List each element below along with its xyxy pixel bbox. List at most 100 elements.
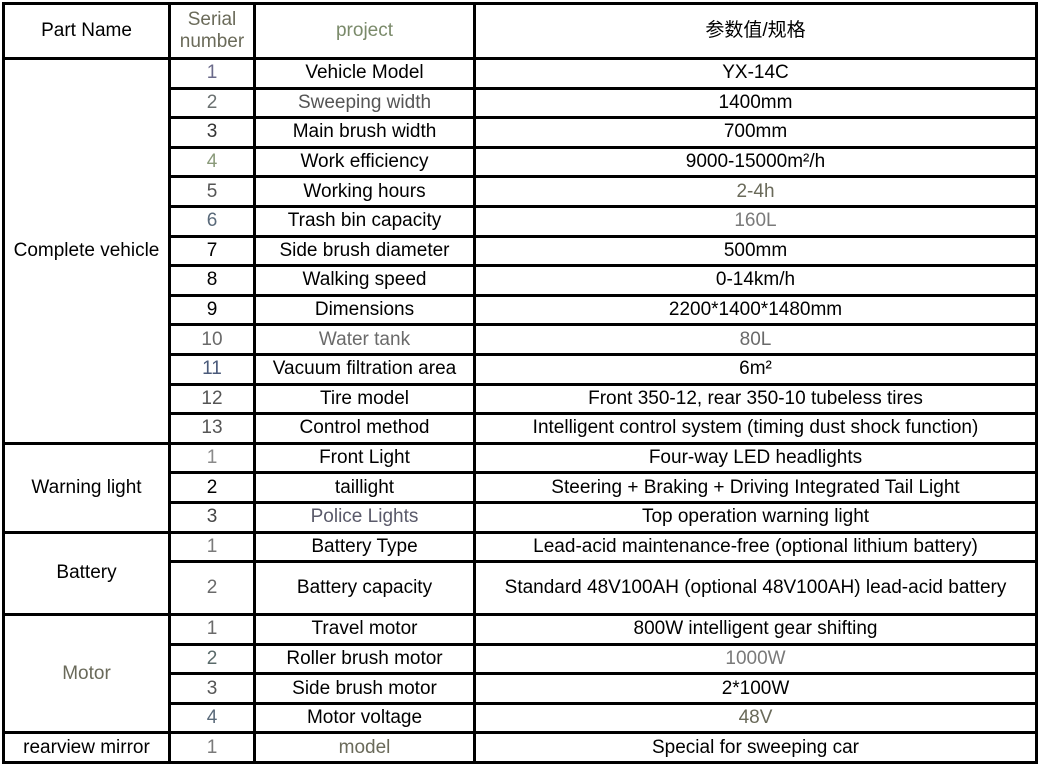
- project-cell: Trash bin capacity: [253, 204, 476, 238]
- serial-number-cell: 3: [168, 500, 256, 534]
- project-cell: Front Light: [253, 441, 476, 475]
- value-cell: 1400mm: [473, 86, 1038, 120]
- table-row: 3 Main brush width 700mm: [4, 116, 1038, 149]
- value-cell: Standard 48V100AH (optional 48V100AH) le…: [473, 560, 1038, 617]
- serial-number-cell: 3: [168, 672, 256, 705]
- header-serial-number: Serial number: [168, 2, 256, 60]
- serial-number-cell: 1: [168, 530, 256, 564]
- header-row: Part Name Serial number project 参数值/规格: [2, 2, 1038, 60]
- table-row: 10 Water tank 80L: [4, 323, 1038, 356]
- table-row: 4 Motor voltage 48V: [4, 701, 1038, 735]
- project-cell: Travel motor: [253, 613, 476, 646]
- value-cell: 9000-15000m²/h: [473, 145, 1038, 179]
- serial-number-cell: 2: [168, 560, 256, 617]
- part-name-cell: Warning light: [2, 441, 171, 534]
- table-row: 5 Working hours 2-4h: [4, 175, 1038, 208]
- part-name-cell: Battery: [2, 530, 171, 617]
- project-cell: Battery capacity: [253, 560, 476, 617]
- project-cell: Tire model: [253, 382, 476, 416]
- serial-number-cell: 12: [168, 382, 256, 416]
- serial-number-cell: 4: [168, 145, 256, 179]
- project-cell: Side brush diameter: [253, 234, 476, 268]
- project-cell: Roller brush motor: [253, 642, 476, 676]
- table-row: 13 Control method Intelligent control syst…: [4, 412, 1038, 445]
- project-cell: Police Lights: [253, 500, 476, 534]
- value-cell: 160L: [473, 204, 1038, 238]
- project-cell: Working hours: [253, 175, 476, 208]
- project-cell: Main brush width: [253, 116, 476, 149]
- project-cell: Vehicle Model: [253, 57, 476, 90]
- table-row: 4 Work efficiency 9000-15000m²/h: [4, 145, 1038, 179]
- value-cell: YX-14C: [473, 57, 1038, 90]
- part-name-cell: Complete vehicle: [2, 57, 171, 445]
- serial-number-cell: 1: [168, 613, 256, 646]
- project-cell: taillight: [253, 471, 476, 504]
- project-cell: Work efficiency: [253, 145, 476, 179]
- project-cell: Control method: [253, 412, 476, 445]
- table-row: Warning light 1 Front Light Four-way LED he…: [2, 441, 1038, 534]
- table-row: Motor 1 Travel motor 800W intelligent gear …: [2, 613, 1038, 735]
- value-cell: Steering + Braking + Driving Integrated …: [473, 471, 1038, 504]
- table-row: Battery 1 Battery Type Lead-acid maintenanc…: [2, 530, 1038, 617]
- value-cell: 2200*1400*1480mm: [473, 293, 1038, 327]
- serial-number-cell: 5: [168, 175, 256, 208]
- table-row: 8 Walking speed 0-14km/h: [4, 264, 1038, 297]
- value-cell: 500mm: [473, 234, 1038, 268]
- header-project: project: [253, 2, 476, 60]
- table-row: rearview mirror 1 model Special for sweepin…: [2, 731, 1038, 764]
- project-cell: Motor voltage: [253, 701, 476, 735]
- table-row: 3 Side brush motor 2*100W: [4, 672, 1038, 705]
- project-cell: Dimensions: [253, 293, 476, 327]
- table-row: 9 Dimensions 2200*1400*1480mm: [4, 293, 1038, 327]
- table-row: 7 Side brush diameter 500mm: [4, 234, 1038, 268]
- project-cell: model: [253, 731, 476, 764]
- serial-number-cell: 9: [168, 293, 256, 327]
- header-value: 参数值/规格: [473, 2, 1038, 60]
- serial-number-cell: 2: [168, 642, 256, 676]
- serial-number-cell: 1: [168, 731, 256, 764]
- table-row: 2 Sweeping width 1400mm: [4, 86, 1038, 120]
- value-cell: Intelligent control system (timing dust …: [473, 412, 1038, 445]
- value-cell: 0-14km/h: [473, 264, 1038, 297]
- part-name-cell: rearview mirror: [2, 731, 171, 764]
- value-cell: 80L: [473, 323, 1038, 356]
- header-part-name: Part Name: [2, 2, 171, 60]
- table-row: 6 Trash bin capacity 160L: [4, 204, 1038, 238]
- serial-number-cell: 3: [168, 116, 256, 149]
- project-cell: Side brush motor: [253, 672, 476, 705]
- serial-number-cell: 11: [168, 352, 256, 386]
- value-cell: Front 350-12, rear 350-10 tubeless tires: [473, 382, 1038, 416]
- serial-number-cell: 1: [168, 441, 256, 475]
- table-row: 2 Roller brush motor 1000W: [4, 642, 1038, 676]
- project-cell: Water tank: [253, 323, 476, 356]
- value-cell: Top operation warning light: [473, 500, 1038, 534]
- value-cell: 48V: [473, 701, 1038, 735]
- part-name-cell: Motor: [2, 613, 171, 735]
- value-cell: 2-4h: [473, 175, 1038, 208]
- serial-number-cell: 8: [168, 264, 256, 297]
- serial-number-cell: 2: [168, 86, 256, 120]
- project-cell: Battery Type: [253, 530, 476, 564]
- value-cell: 700mm: [473, 116, 1038, 149]
- table-row: 2 Battery capacity Standard 48V100AH (opti…: [4, 560, 1038, 617]
- value-cell: 1000W: [473, 642, 1038, 676]
- table-row: 12 Tire model Front 350-12, rear 350-10 tu…: [4, 382, 1038, 416]
- value-cell: Special for sweeping car: [473, 731, 1038, 764]
- table-row: 3 Police Lights Top operation warning ligh…: [4, 500, 1038, 534]
- value-cell: Lead-acid maintenance-free (optional lit…: [473, 530, 1038, 564]
- serial-number-cell: 7: [168, 234, 256, 268]
- project-cell: Walking speed: [253, 264, 476, 297]
- project-cell: Sweeping width: [253, 86, 476, 120]
- serial-number-cell: 13: [168, 412, 256, 445]
- serial-number-cell: 2: [168, 471, 256, 504]
- value-cell: 800W intelligent gear shifting: [473, 613, 1038, 646]
- serial-number-cell: 6: [168, 204, 256, 238]
- value-cell: 6m²: [473, 352, 1038, 386]
- value-cell: 2*100W: [473, 672, 1038, 705]
- serial-number-cell: 1: [168, 57, 256, 90]
- project-cell: Vacuum filtration area: [253, 352, 476, 386]
- serial-number-cell: 4: [168, 701, 256, 735]
- value-cell: Four-way LED headlights: [473, 441, 1038, 475]
- table-row: 11 Vacuum filtration area 6m²: [4, 352, 1038, 386]
